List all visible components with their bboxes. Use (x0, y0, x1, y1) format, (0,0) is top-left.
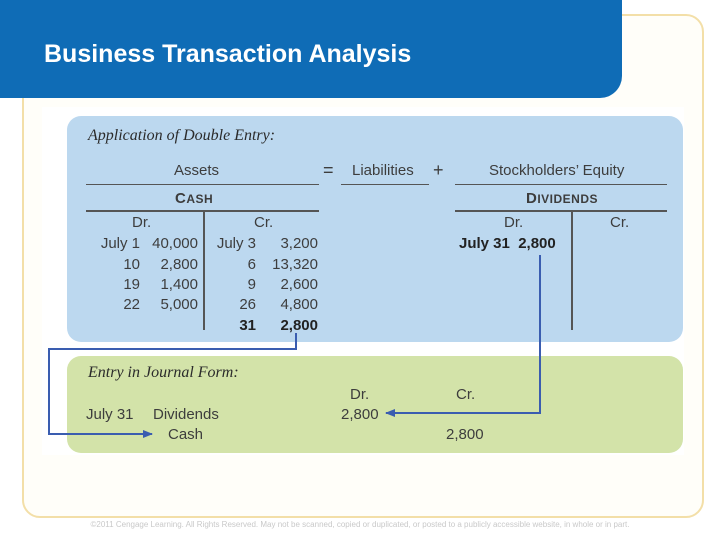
cash-debit-amount: 5,000 (160, 296, 198, 313)
journal-date: July 31 (86, 406, 134, 423)
double-entry-heading: Application of Double Entry: (88, 127, 276, 144)
dividends-t-horizontal (455, 210, 667, 212)
equation-equals: = (323, 160, 334, 180)
cash-debit-label: 22 (123, 296, 140, 313)
journal-debit-account: Dividends (153, 406, 219, 423)
cash-cr-label: Cr. (254, 214, 274, 231)
cash-debit-label: July 1 (100, 235, 140, 252)
cash-debit-amount: 1,400 (160, 276, 198, 293)
journal-dr-label: Dr. (350, 386, 370, 403)
journal-heading: Entry in Journal Form: (88, 364, 239, 381)
cash-dr-label: Dr. (132, 214, 152, 231)
cash-debit-amount: 2,800 (160, 256, 198, 273)
cash-debit-amount: 40,000 (152, 235, 198, 252)
cash-credit-amount: 2,600 (280, 276, 318, 293)
cash-credit-label: 9 (247, 276, 256, 293)
dividends-cr-label: Cr. (610, 214, 630, 231)
cash-debit-label: 10 (123, 256, 140, 273)
journal-credit-account: Cash (168, 426, 204, 443)
title-bar: Business Transaction Analysis (0, 0, 622, 98)
cash-credit-label-highlighted: 31 (239, 317, 256, 334)
equation-assets: Assets (174, 162, 220, 179)
cash-credit-label: July 3 (216, 235, 256, 252)
dividends-dr-label: Dr. (504, 214, 524, 231)
double-entry-panel (67, 116, 683, 342)
journal-cr-label: Cr. (456, 386, 476, 403)
cash-credit-amount: 3,200 (280, 235, 318, 252)
cash-credit-amount: 4,800 (280, 296, 318, 313)
cash-t-horizontal (86, 210, 319, 212)
cash-credit-label: 6 (247, 256, 256, 273)
equation-plus: + (433, 160, 444, 180)
cash-debit-label: 19 (123, 276, 140, 293)
slide-title: Business Transaction Analysis (44, 40, 412, 68)
journal-credit-amount: 2,800 (446, 426, 484, 443)
equity-underline (455, 184, 667, 185)
assets-underline (86, 184, 319, 185)
journal-debit-amount: 2,800 (341, 406, 379, 423)
cash-credit-label: 26 (239, 296, 256, 313)
cash-t-vertical (203, 210, 205, 330)
dividends-account-title: DIVIDENDS (526, 190, 599, 207)
equation-liabilities: Liabilities (352, 162, 414, 179)
cash-credit-amount: 13,320 (272, 256, 318, 273)
cash-account-title: CASH (175, 190, 214, 207)
dividends-t-vertical (571, 210, 573, 330)
liabilities-underline (341, 184, 429, 185)
equation-equity: Stockholders’ Equity (489, 162, 625, 179)
cash-credit-amount-highlighted: 2,800 (280, 317, 318, 334)
copyright-footer: ©2011 Cengage Learning. All Rights Reser… (90, 520, 630, 529)
dividends-debit-entry: July 31 2,800 (459, 235, 556, 252)
